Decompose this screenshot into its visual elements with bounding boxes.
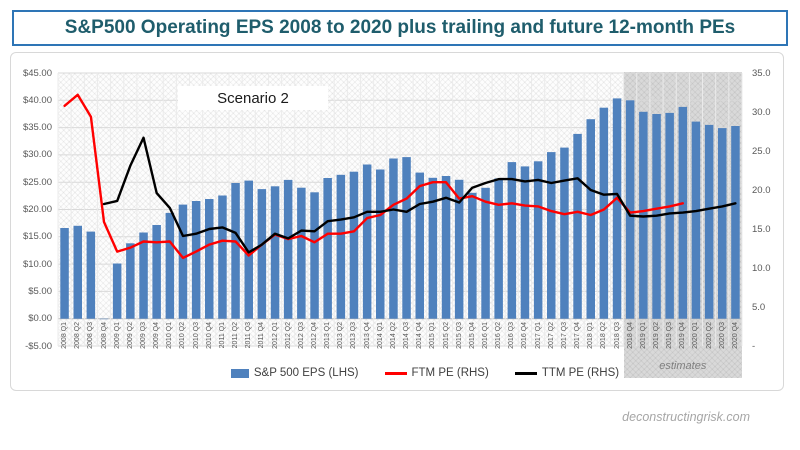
- x-axis-tick: 2018 Q3: [613, 322, 621, 349]
- y-axis-left-tick: $40.00: [22, 94, 52, 106]
- x-axis-tick: 2014 Q1: [376, 322, 384, 349]
- x-axis-tick: 2009 Q4: [153, 322, 161, 349]
- y-axis-right-tick: 35.0: [752, 67, 771, 79]
- x-axis-tick: 2010 Q2: [179, 322, 187, 349]
- x-axis-tick: 2014 Q2: [389, 322, 397, 349]
- x-axis-tick: 2015 Q1: [429, 322, 437, 349]
- x-axis-tick: 2012 Q1: [271, 322, 279, 349]
- y-axis-left-tick: $35.00: [22, 122, 52, 134]
- x-axis-tick: 2011 Q3: [245, 322, 253, 349]
- x-axis-tick: 2018 Q2: [600, 322, 608, 349]
- x-axis-tick: 2017 Q4: [574, 322, 582, 349]
- x-axis-tick: 2020 Q1: [692, 322, 700, 349]
- x-axis-tick: 2018 Q4: [626, 322, 634, 349]
- x-axis-tick: 2008 Q3: [87, 322, 95, 349]
- x-axis-tick: 2019 Q4: [679, 322, 687, 349]
- y-axis-right-tick: 25.0: [752, 145, 771, 157]
- x-axis-tick: 2011 Q1: [218, 322, 226, 349]
- y-axis-left-tick: $20.00: [22, 204, 52, 215]
- scenario-label: Scenario 2: [217, 89, 289, 107]
- legend-label-ttm: TTM PE (RHS): [541, 367, 620, 379]
- x-axis-tick: 2014 Q4: [416, 322, 424, 349]
- y-axis-right-tick: 20.0: [752, 184, 771, 196]
- x-axis-tick: 2020 Q3: [718, 322, 726, 349]
- estimates-label: estimates: [659, 360, 707, 372]
- ftm-line-swatch-icon: [384, 371, 407, 375]
- y-axis-left-tick: $10.00: [22, 258, 52, 270]
- eps-bar-swatch-icon: [230, 368, 249, 378]
- y-axis-right-tick: -: [752, 340, 756, 352]
- x-axis-tick: 2009 Q3: [140, 322, 147, 349]
- y-axis-right-tick: 15.0: [752, 223, 771, 235]
- x-axis-tick: 2015 Q2: [442, 322, 450, 349]
- x-axis-tick: 2008 Q2: [74, 322, 82, 349]
- x-axis-tick: 2014 Q3: [403, 322, 411, 349]
- x-axis-tick: 2012 Q4: [311, 322, 318, 349]
- x-axis-tick: 2019 Q3: [666, 322, 674, 349]
- y-axis-left-tick: -$5.00: [25, 340, 52, 352]
- x-axis-tick: 2010 Q3: [192, 322, 200, 349]
- x-axis-tick: 2016 Q2: [495, 322, 503, 349]
- y-axis-left-tick: $0.00: [28, 313, 52, 325]
- x-axis-tick: 2009 Q2: [126, 322, 134, 349]
- chart-title-box: S&P500 Operating EPS 2008 to 2020 plus t…: [12, 10, 788, 46]
- y-axis-left-tick: $15.00: [22, 231, 52, 243]
- legend: S&P 500 EPS (LHS) FTM PE (RHS) TTM PE (R…: [25, 367, 800, 379]
- ttm-line-swatch-icon: [514, 371, 537, 375]
- x-axis-tick: 2019 Q1: [639, 322, 647, 349]
- legend-item-ttm: TTM PE (RHS): [514, 367, 620, 379]
- x-axis-tick: 2013 Q1: [324, 322, 332, 349]
- y-axis-right-tick: 5.0: [752, 301, 766, 313]
- x-axis-tick: 2018 Q1: [587, 322, 595, 349]
- x-axis-tick: 2012 Q2: [284, 322, 292, 349]
- x-axis-tick: 2010 Q4: [205, 322, 213, 349]
- legend-item-eps: S&P 500 EPS (LHS): [230, 367, 359, 379]
- y-axis-left-tick: $5.00: [28, 285, 52, 297]
- x-axis-tick: 2012 Q3: [297, 322, 305, 349]
- x-axis-tick: 2008 Q4: [100, 322, 108, 349]
- legend-label-eps: S&P 500 EPS (LHS): [253, 367, 359, 379]
- scenario-label-box: Scenario 2: [178, 86, 328, 110]
- x-axis-tick: 2016 Q4: [521, 322, 529, 349]
- x-axis-tick: 2015 Q3: [455, 322, 463, 349]
- x-axis-tick: 2013 Q2: [337, 322, 345, 349]
- x-axis-tick: 2009 Q1: [113, 322, 121, 349]
- watermark: deconstructingrisk.com: [622, 410, 750, 424]
- y-axis-right-tick: 10.0: [752, 262, 771, 274]
- x-axis-tick: 2015 Q4: [468, 322, 476, 349]
- x-axis-tick: 2020 Q4: [731, 322, 739, 349]
- x-axis-tick: 2016 Q3: [508, 322, 516, 349]
- y-axis-left-tick: $45.00: [22, 67, 52, 79]
- x-axis-tick: 2010 Q1: [166, 322, 174, 349]
- x-axis-tick: 2011 Q4: [258, 322, 266, 349]
- y-axis-left-tick: $25.00: [22, 176, 52, 188]
- y-axis-right-tick: 30.0: [752, 106, 771, 118]
- x-axis-tick: 2017 Q3: [560, 322, 568, 349]
- x-axis-tick: 2017 Q1: [534, 322, 542, 349]
- chart-title: S&P500 Operating EPS 2008 to 2020 plus t…: [64, 17, 736, 38]
- x-axis-tick: 2020 Q2: [705, 322, 713, 349]
- x-axis-tick: 2011 Q2: [232, 322, 240, 349]
- y-axis-left-tick: $30.00: [22, 149, 52, 161]
- x-axis-tick: 2016 Q1: [482, 322, 489, 349]
- x-axis-tick: 2013 Q4: [363, 322, 371, 349]
- x-axis-tick: 2013 Q3: [350, 322, 358, 349]
- x-axis-tick: 2017 Q2: [547, 322, 555, 349]
- x-axis-tick: 2008 Q1: [61, 322, 69, 349]
- legend-label-ftm: FTM PE (RHS): [411, 367, 489, 379]
- x-axis-tick: 2019 Q2: [653, 322, 660, 349]
- legend-item-ftm: FTM PE (RHS): [384, 367, 489, 379]
